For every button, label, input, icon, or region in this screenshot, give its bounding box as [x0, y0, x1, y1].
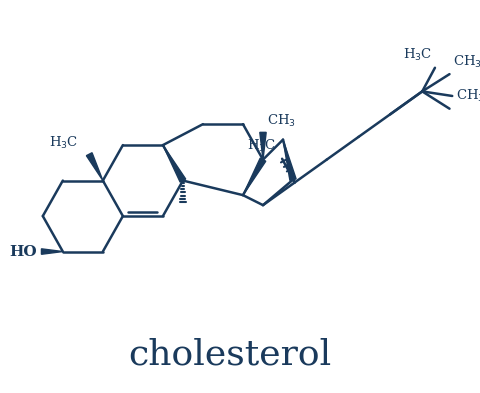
Polygon shape	[163, 145, 186, 182]
Text: CH$_3$: CH$_3$	[453, 54, 480, 70]
Text: HO: HO	[9, 244, 37, 259]
Text: H$_3$C: H$_3$C	[247, 138, 276, 154]
Text: H$_3$C: H$_3$C	[49, 134, 78, 151]
Text: H$_3$C: H$_3$C	[403, 47, 432, 63]
Polygon shape	[283, 140, 296, 180]
Text: cholesterol: cholesterol	[129, 338, 332, 372]
Polygon shape	[86, 153, 103, 180]
Polygon shape	[41, 249, 63, 254]
Text: CH$_3$: CH$_3$	[266, 113, 296, 129]
Polygon shape	[260, 132, 266, 160]
Text: CH$_3$: CH$_3$	[456, 88, 480, 104]
Polygon shape	[243, 158, 266, 195]
